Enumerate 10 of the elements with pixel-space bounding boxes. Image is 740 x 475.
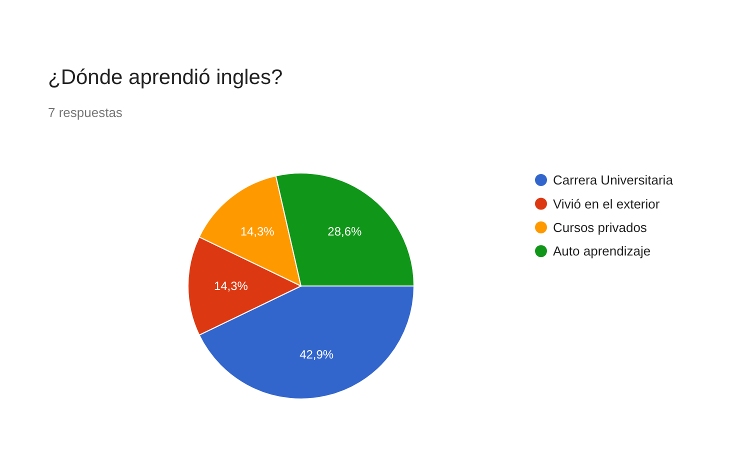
legend-label: Carrera Universitaria — [553, 172, 674, 188]
legend-label: Auto aprendizaje — [553, 244, 651, 259]
data-label: 14,3% — [214, 279, 248, 294]
legend-label: Vivió en el exterior — [553, 196, 660, 212]
data-label: 42,9% — [300, 348, 334, 362]
data-label: 28,6% — [328, 224, 362, 238]
chart-title: ¿Dónde aprendió ingles? — [48, 66, 283, 89]
legend-label: Cursos privados — [553, 220, 648, 235]
data-label: 14,3% — [240, 224, 275, 238]
chart-subtitle: 7 respuestas — [48, 105, 123, 120]
